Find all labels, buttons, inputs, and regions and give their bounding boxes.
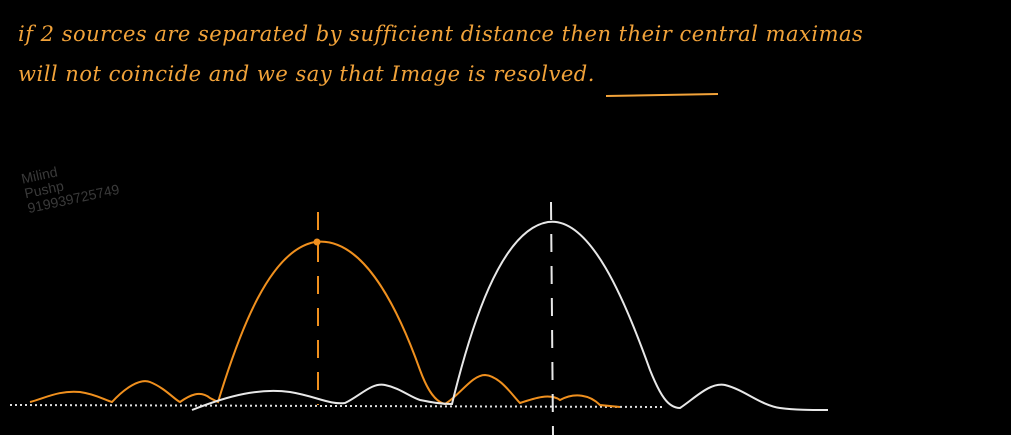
resolved-underline: [605, 93, 719, 97]
note-resolved-word: resolved: [493, 62, 588, 86]
source1-peak-dot: [313, 238, 321, 246]
source2-center-line: [550, 201, 554, 435]
baseline-axis: [9, 404, 666, 408]
note-text-1: if 2 sources are separated by sufficient…: [18, 22, 864, 46]
source1-intensity-curve: [29, 240, 621, 408]
note-text-2: will not coincide and we say that Image …: [18, 62, 494, 86]
source2-intensity-curve: [191, 220, 829, 411]
note-line-2: will not coincide and we say that Image …: [18, 62, 595, 86]
note-line-1: if 2 sources are separated by sufficient…: [18, 22, 863, 46]
note-period: .: [587, 62, 595, 86]
